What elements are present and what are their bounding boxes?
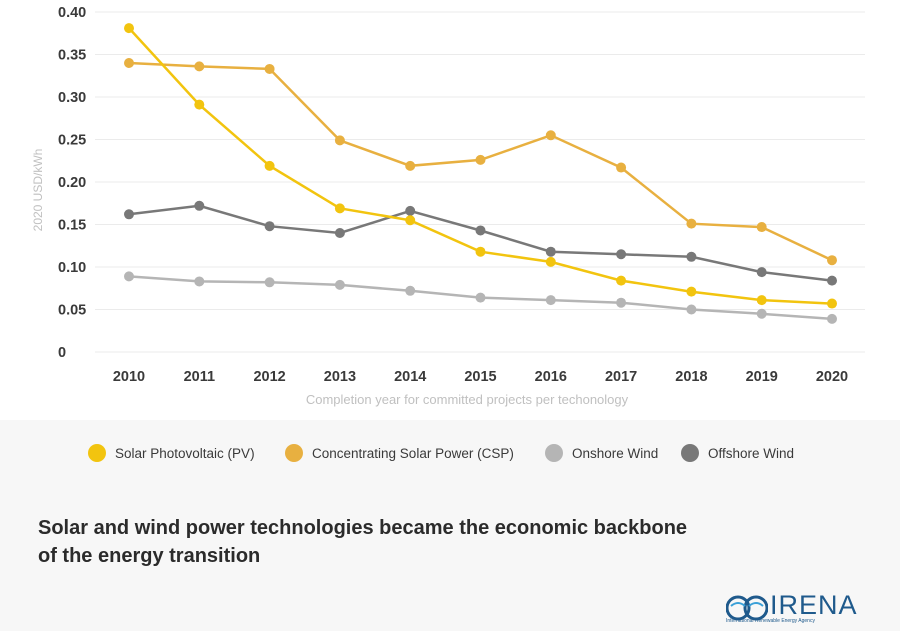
series-layer bbox=[124, 23, 837, 324]
y-axis-label: 2020 USD/kWh bbox=[31, 149, 45, 232]
series-solar-photovoltaic-pv bbox=[124, 23, 837, 309]
data-point bbox=[686, 251, 697, 262]
data-point bbox=[194, 61, 205, 72]
series-offshore-wind bbox=[124, 200, 837, 286]
y-tick-label: 0 bbox=[58, 345, 66, 361]
legend-swatch-offshore bbox=[681, 444, 699, 462]
data-point bbox=[334, 279, 345, 290]
data-point bbox=[616, 275, 627, 286]
x-axis-ticks: 2010 2011 2012 2013 2014 2015 2016 2017 2018 2019… bbox=[113, 369, 848, 385]
data-point bbox=[334, 203, 345, 214]
y-tick-label: 0.20 bbox=[58, 175, 86, 191]
data-point bbox=[124, 23, 134, 34]
data-point bbox=[264, 160, 275, 171]
data-point bbox=[405, 205, 416, 216]
legend-label-onshore: Onshore Wind bbox=[572, 445, 659, 461]
data-point bbox=[475, 154, 486, 165]
data-point bbox=[475, 246, 486, 257]
data-point bbox=[124, 209, 134, 220]
y-tick-label: 0.35 bbox=[58, 48, 86, 64]
data-point bbox=[124, 58, 134, 68]
series-line bbox=[128, 204, 833, 282]
y-tick-label: 0.10 bbox=[58, 260, 86, 276]
x-tick-label: 2010 bbox=[113, 369, 145, 385]
data-point bbox=[686, 286, 697, 297]
legend-label-pv: Solar Photovoltaic (PV) bbox=[115, 445, 255, 461]
caption: Solar and wind power technologies became… bbox=[38, 514, 818, 570]
x-tick-label: 2020 bbox=[816, 369, 848, 385]
legend-swatch-csp bbox=[285, 444, 303, 462]
data-point bbox=[827, 313, 837, 324]
data-point bbox=[334, 228, 345, 238]
caption-line-2: of the energy transition bbox=[38, 545, 261, 567]
chart-grid bbox=[95, 11, 865, 353]
data-point bbox=[264, 277, 275, 288]
logo-subtext: International Renewable Energy Agency bbox=[726, 618, 815, 624]
legend-item-csp: Concentrating Solar Power (CSP) bbox=[285, 444, 514, 462]
x-tick-label: 2016 bbox=[535, 369, 567, 385]
legend-item-offshore: Offshore Wind bbox=[681, 444, 794, 462]
irena-logo: IRENA International Renewable Energy Age… bbox=[726, 590, 876, 626]
data-point bbox=[756, 267, 767, 278]
legend: Solar Photovoltaic (PV) Concentrating So… bbox=[0, 420, 900, 500]
legend-item-pv: Solar Photovoltaic (PV) bbox=[88, 444, 255, 462]
x-axis-label: Completion year for committed projects p… bbox=[306, 392, 629, 407]
data-point bbox=[194, 276, 205, 287]
data-point bbox=[405, 285, 416, 296]
data-point bbox=[616, 162, 627, 173]
y-tick-label: 0.30 bbox=[58, 90, 86, 106]
caption-line-1: Solar and wind power technologies became… bbox=[38, 517, 688, 539]
data-point bbox=[405, 160, 416, 171]
data-point bbox=[545, 246, 556, 257]
legend-label-offshore: Offshore Wind bbox=[708, 445, 795, 461]
x-tick-label: 2015 bbox=[464, 369, 496, 385]
data-point bbox=[827, 298, 837, 309]
data-point bbox=[545, 256, 556, 267]
y-tick-label: 0.05 bbox=[58, 303, 86, 319]
logo-text: IRENA bbox=[770, 590, 858, 620]
data-point bbox=[756, 295, 767, 306]
data-point bbox=[194, 200, 205, 211]
data-point bbox=[475, 225, 486, 236]
data-point bbox=[616, 297, 627, 308]
data-point bbox=[545, 130, 556, 141]
data-point bbox=[827, 275, 837, 286]
y-tick-label: 0.15 bbox=[58, 218, 86, 234]
line-chart: 00.050.100.150.200.250.300.350.40 2010 20… bbox=[31, 5, 865, 407]
x-tick-label: 2017 bbox=[605, 369, 637, 385]
x-tick-label: 2013 bbox=[324, 369, 356, 385]
data-point bbox=[827, 255, 837, 266]
legend-swatch-pv bbox=[88, 444, 106, 462]
y-tick-label: 0.25 bbox=[58, 133, 86, 149]
data-point bbox=[475, 292, 486, 303]
data-point bbox=[686, 218, 697, 229]
data-point bbox=[405, 215, 416, 226]
x-tick-label: 2014 bbox=[394, 369, 426, 385]
caption-panel: Solar and wind power technologies became… bbox=[0, 500, 900, 631]
x-tick-label: 2012 bbox=[253, 369, 285, 385]
series-onshore-wind bbox=[124, 271, 837, 324]
legend-item-onshore: Onshore Wind bbox=[545, 444, 658, 462]
data-point bbox=[756, 222, 767, 233]
legend-swatch-onshore bbox=[545, 444, 563, 462]
data-point bbox=[264, 63, 275, 74]
data-point bbox=[334, 135, 345, 146]
y-tick-label: 0.40 bbox=[58, 5, 86, 21]
data-point bbox=[545, 295, 556, 306]
globe-icon bbox=[726, 595, 768, 621]
series-concentrating-solar-power-csp bbox=[124, 58, 837, 266]
series-line bbox=[128, 27, 833, 305]
data-point bbox=[124, 271, 134, 282]
data-point bbox=[686, 304, 697, 315]
x-tick-label: 2011 bbox=[184, 369, 215, 385]
data-point bbox=[756, 308, 767, 319]
x-tick-label: 2019 bbox=[746, 369, 778, 385]
data-point bbox=[194, 99, 205, 110]
data-point bbox=[616, 249, 627, 260]
data-point bbox=[264, 221, 275, 232]
y-axis-ticks: 0 0.05 0.10 0.15 0.20 0.25 0.30 0.35 0.40 bbox=[58, 5, 86, 361]
legend-label-csp: Concentrating Solar Power (CSP) bbox=[312, 445, 514, 461]
x-tick-label: 2018 bbox=[675, 369, 707, 385]
